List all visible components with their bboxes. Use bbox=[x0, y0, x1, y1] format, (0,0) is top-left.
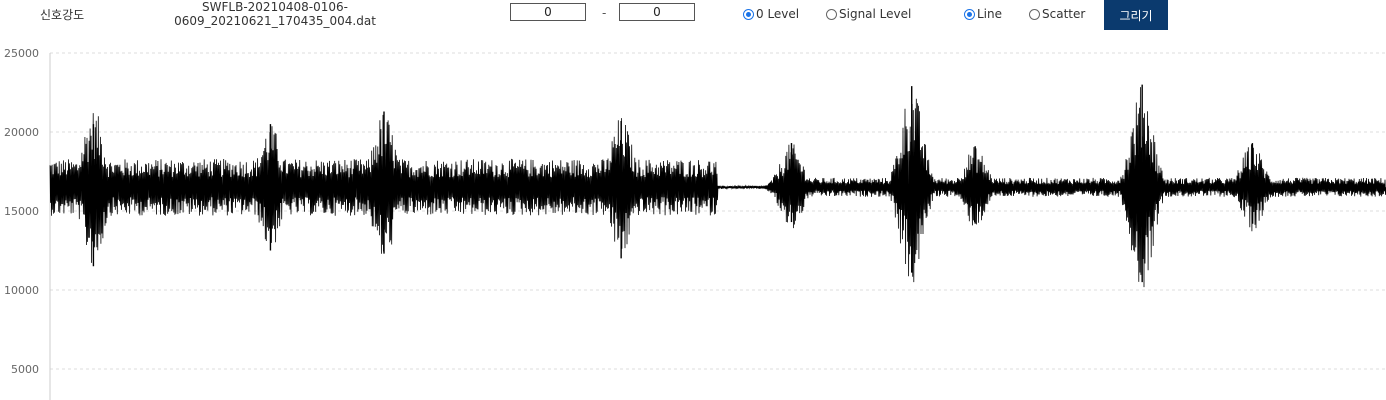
file-name-line-2: 0609_20210621_170435_004.dat bbox=[174, 14, 376, 28]
file-name-line-1: SWFLB-20210408-0106- bbox=[202, 0, 348, 14]
signal-line bbox=[49, 87, 1386, 288]
y-tick-label: 25000 bbox=[4, 47, 39, 60]
y-tick-label: 5000 bbox=[11, 363, 39, 376]
y-tick-labels: 25000 20000 15000 10000 5000 bbox=[4, 47, 39, 376]
range-start-input[interactable] bbox=[510, 3, 586, 21]
grid-layer bbox=[50, 52, 1386, 370]
radio-line-indicator[interactable] bbox=[964, 8, 975, 20]
draw-button[interactable]: 그리기 bbox=[1104, 0, 1168, 30]
y-tick-label: 15000 bbox=[4, 205, 39, 218]
radio-signal-level-indicator[interactable] bbox=[826, 8, 837, 20]
radio-line[interactable]: Line bbox=[964, 7, 1002, 21]
signal-series bbox=[49, 84, 1386, 288]
range-end-input[interactable] bbox=[619, 3, 695, 21]
y-tick-label: 10000 bbox=[4, 284, 39, 297]
signal-chart: 25000 20000 15000 10000 5000 bbox=[0, 32, 1386, 400]
toolbar: 신호강도 SWFLB-20210408-0106- 0609_20210621_… bbox=[0, 0, 1386, 32]
radio-scatter-indicator[interactable] bbox=[1029, 8, 1040, 20]
y-tick-label: 20000 bbox=[4, 126, 39, 139]
range-separator: - bbox=[602, 6, 607, 20]
radio-scatter-label: Scatter bbox=[1042, 7, 1086, 21]
signal-strength-label: 신호강도 bbox=[40, 8, 85, 22]
radio-signal-level[interactable]: Signal Level bbox=[826, 7, 911, 21]
radio-zero-level-indicator[interactable] bbox=[743, 8, 754, 20]
file-name: SWFLB-20210408-0106- 0609_20210621_17043… bbox=[170, 0, 380, 28]
radio-line-label: Line bbox=[977, 7, 1003, 21]
signal-chart-svg: 25000 20000 15000 10000 5000 bbox=[4, 47, 1386, 400]
radio-zero-level-label: 0 Level bbox=[756, 7, 800, 21]
radio-zero-level[interactable]: 0 Level bbox=[743, 7, 799, 21]
radio-signal-level-label: Signal Level bbox=[839, 7, 912, 21]
radio-scatter[interactable]: Scatter bbox=[1029, 7, 1085, 21]
